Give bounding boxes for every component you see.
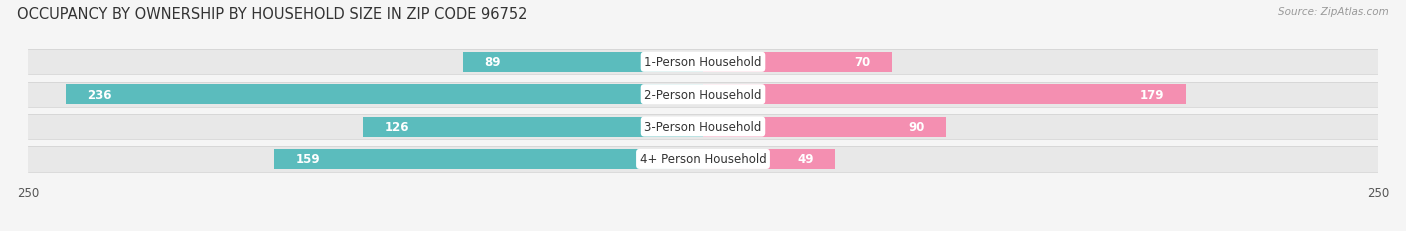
Text: 179: 179: [1140, 88, 1164, 101]
Text: 4+ Person Household: 4+ Person Household: [640, 153, 766, 166]
Text: 236: 236: [87, 88, 112, 101]
Text: OCCUPANCY BY OWNERSHIP BY HOUSEHOLD SIZE IN ZIP CODE 96752: OCCUPANCY BY OWNERSHIP BY HOUSEHOLD SIZE…: [17, 7, 527, 22]
Text: 70: 70: [853, 56, 870, 69]
Bar: [274, 149, 703, 169]
Bar: [703, 52, 891, 73]
Bar: [28, 147, 1378, 172]
Text: 1-Person Household: 1-Person Household: [644, 56, 762, 69]
Bar: [28, 114, 1378, 140]
Text: 126: 126: [384, 121, 409, 134]
Text: 90: 90: [908, 121, 924, 134]
Bar: [363, 117, 703, 137]
Bar: [703, 85, 1187, 105]
Bar: [66, 85, 703, 105]
Text: Source: ZipAtlas.com: Source: ZipAtlas.com: [1278, 7, 1389, 17]
Bar: [703, 149, 835, 169]
Bar: [28, 50, 1378, 75]
Bar: [463, 52, 703, 73]
Bar: [28, 82, 1378, 107]
Text: 49: 49: [797, 153, 814, 166]
Text: 159: 159: [295, 153, 321, 166]
Text: 2-Person Household: 2-Person Household: [644, 88, 762, 101]
Bar: [703, 117, 946, 137]
Text: 3-Person Household: 3-Person Household: [644, 121, 762, 134]
Text: 89: 89: [484, 56, 501, 69]
